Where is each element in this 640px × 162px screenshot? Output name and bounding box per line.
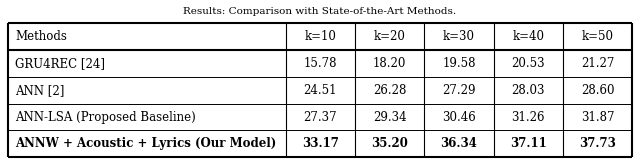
Text: 37.11: 37.11 bbox=[510, 137, 547, 150]
Text: 27.29: 27.29 bbox=[442, 84, 476, 97]
Text: k=10: k=10 bbox=[305, 30, 336, 43]
Text: 15.78: 15.78 bbox=[303, 57, 337, 70]
Text: 20.53: 20.53 bbox=[511, 57, 545, 70]
Text: 33.17: 33.17 bbox=[302, 137, 339, 150]
Text: 21.27: 21.27 bbox=[581, 57, 614, 70]
Text: Results: Comparison with State-of-the-Art Methods.: Results: Comparison with State-of-the-Ar… bbox=[184, 7, 456, 16]
Text: 24.51: 24.51 bbox=[303, 84, 337, 97]
Text: 18.20: 18.20 bbox=[373, 57, 406, 70]
Text: k=50: k=50 bbox=[582, 30, 614, 43]
Text: 28.03: 28.03 bbox=[511, 84, 545, 97]
Text: GRU4REC [24]: GRU4REC [24] bbox=[15, 57, 106, 70]
Text: 28.60: 28.60 bbox=[581, 84, 614, 97]
Text: 19.58: 19.58 bbox=[442, 57, 476, 70]
Text: k=30: k=30 bbox=[443, 30, 475, 43]
Text: ANN-LSA (Proposed Baseline): ANN-LSA (Proposed Baseline) bbox=[15, 110, 196, 124]
Text: Methods: Methods bbox=[15, 30, 67, 43]
Text: 30.46: 30.46 bbox=[442, 110, 476, 124]
Text: k=40: k=40 bbox=[512, 30, 544, 43]
Text: k=20: k=20 bbox=[374, 30, 406, 43]
Text: 37.73: 37.73 bbox=[579, 137, 616, 150]
Text: 36.34: 36.34 bbox=[440, 137, 477, 150]
Text: ANNW + Acoustic + Lyrics (Our Model): ANNW + Acoustic + Lyrics (Our Model) bbox=[15, 137, 276, 150]
Text: 31.87: 31.87 bbox=[581, 110, 614, 124]
Text: 26.28: 26.28 bbox=[373, 84, 406, 97]
Text: 27.37: 27.37 bbox=[303, 110, 337, 124]
Text: 35.20: 35.20 bbox=[371, 137, 408, 150]
Text: 29.34: 29.34 bbox=[373, 110, 406, 124]
Text: ANN [2]: ANN [2] bbox=[15, 84, 65, 97]
Text: 31.26: 31.26 bbox=[511, 110, 545, 124]
